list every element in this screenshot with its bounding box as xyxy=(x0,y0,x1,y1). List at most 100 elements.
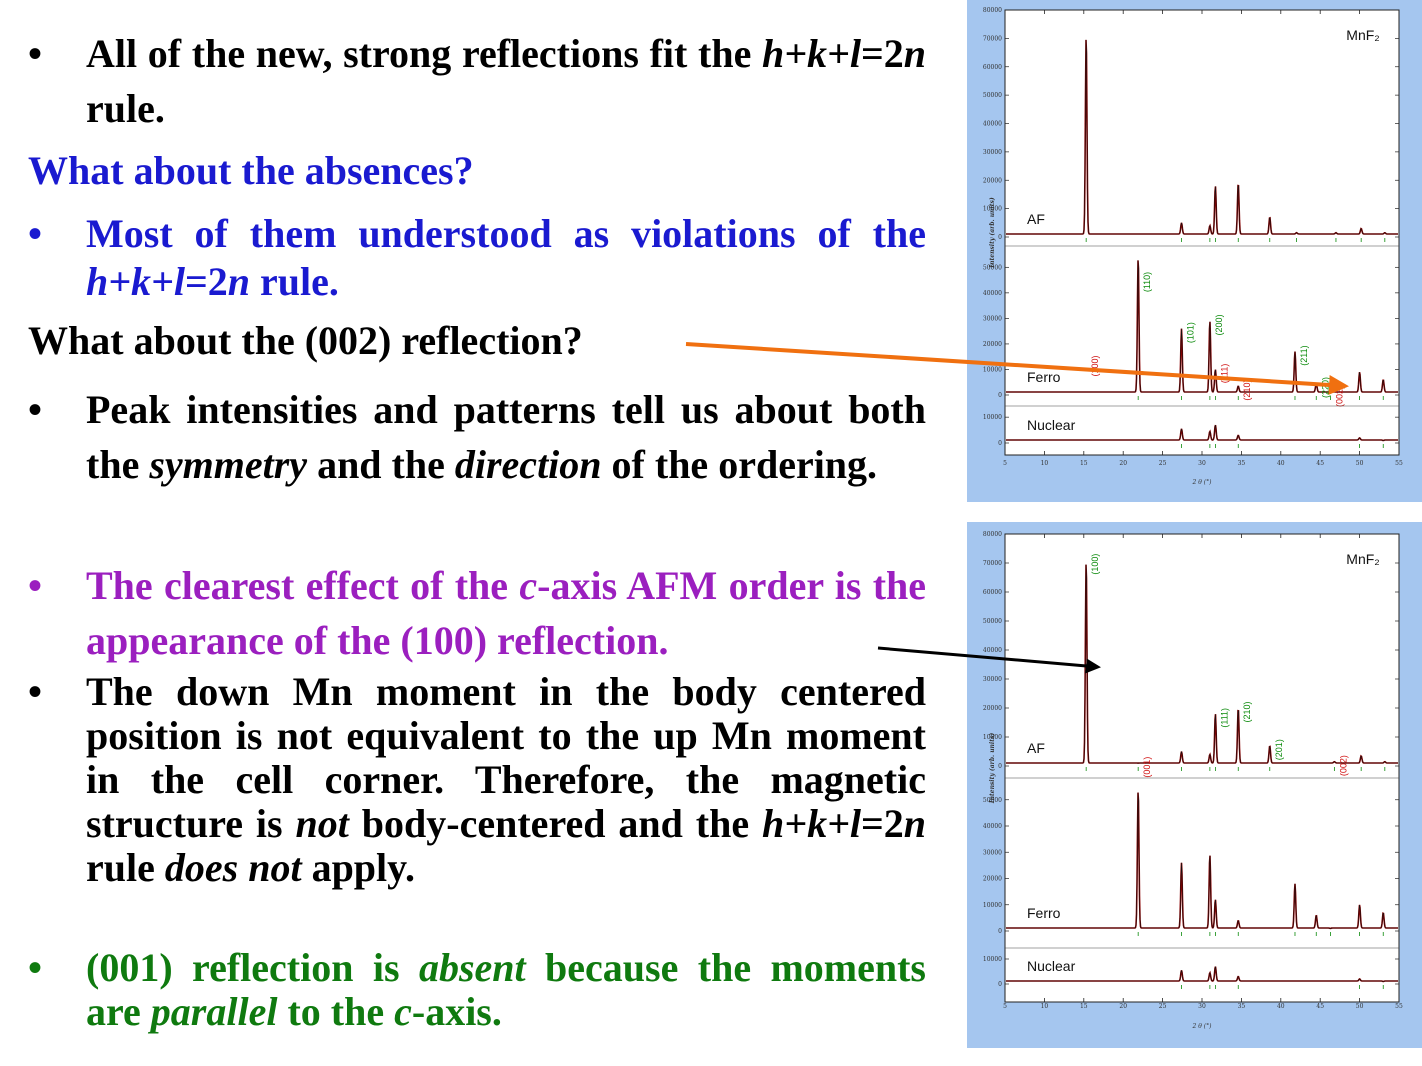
y-tick-label: 0 xyxy=(998,234,1002,241)
y-tick-label: 10000 xyxy=(983,734,1002,741)
bullet-1: • All of the new, strong reflections fit… xyxy=(28,26,926,136)
x-tick-label: 50 xyxy=(1356,460,1364,467)
y-tick-label: 10000 xyxy=(983,902,1002,909)
y-tick-label: 80000 xyxy=(983,7,1002,14)
bullet-glyph: • xyxy=(28,387,43,432)
bullet-6-text: (001) reflection is absent because the m… xyxy=(86,945,927,1034)
x-tick-label: 45 xyxy=(1316,460,1324,467)
y-tick-label: 60000 xyxy=(983,64,1002,71)
question-002: What about the (002) reflection? xyxy=(28,318,583,363)
panel-label-nuclear: Nuclear xyxy=(1027,958,1076,974)
x-tick-label: 10 xyxy=(1041,1003,1049,1010)
x-tick-label: 40 xyxy=(1277,1003,1285,1010)
obs-profile-nuclear xyxy=(1006,966,1398,982)
x-tick-label: 20 xyxy=(1119,460,1127,467)
plot-area xyxy=(1004,533,1400,1003)
panel-label-ferro: Ferro xyxy=(1027,905,1061,921)
y-tick-label: 20000 xyxy=(983,341,1002,348)
panel-label-af: AF xyxy=(1027,211,1045,227)
panel-label-nuclear: Nuclear xyxy=(1027,417,1076,433)
obs-profile-nuclear xyxy=(1006,425,1398,441)
hkl-label: (001) xyxy=(1142,757,1152,778)
x-tick-label: 5 xyxy=(1003,1003,1007,1010)
y-tick-label: 50000 xyxy=(983,797,1002,804)
y-tick-label: 80000 xyxy=(983,531,1002,538)
x-tick-label: 30 xyxy=(1198,1003,1206,1010)
obs-profile-af xyxy=(1006,39,1398,235)
x-tick-label: 10 xyxy=(1041,460,1049,467)
x-tick-label: 45 xyxy=(1316,1003,1324,1010)
y-tick-label: 60000 xyxy=(983,589,1002,596)
y-tick-label: 0 xyxy=(998,763,1002,770)
bullet-glyph: • xyxy=(28,211,43,256)
x-tick-label: 40 xyxy=(1277,460,1285,467)
x-tick-label: 15 xyxy=(1080,460,1088,467)
y-tick-label: 30000 xyxy=(983,676,1002,683)
y-tick-label: 70000 xyxy=(983,35,1002,42)
hkl-label: (002) xyxy=(1338,755,1348,776)
y-tick-label: 10000 xyxy=(983,414,1002,421)
bullet-glyph: • xyxy=(28,31,43,76)
obs-profile-af xyxy=(1006,564,1398,764)
panel-label-af: AF xyxy=(1027,740,1045,756)
x-axis-label: 2 θ (°) xyxy=(1192,479,1213,486)
obs-profile-ferro xyxy=(1006,792,1398,929)
y-tick-label: 0 xyxy=(998,981,1002,988)
y-tick-label: 30000 xyxy=(983,315,1002,322)
chart-title: MnF₂ xyxy=(1346,27,1379,43)
y-axis-label: Intensity (arb. units) xyxy=(989,733,996,805)
y-tick-label: 30000 xyxy=(983,849,1002,856)
y-tick-label: 30000 xyxy=(983,149,1002,156)
question-absences: What about the absences? xyxy=(28,148,474,193)
y-tick-label: 20000 xyxy=(983,705,1002,712)
x-tick-label: 35 xyxy=(1238,460,1246,467)
hkl-label: (211) xyxy=(1299,345,1309,365)
y-tick-label: 40000 xyxy=(983,290,1002,297)
y-tick-label: 40000 xyxy=(983,647,1002,654)
y-tick-label: 20000 xyxy=(983,177,1002,184)
y-tick-label: 10000 xyxy=(983,956,1002,963)
x-tick-label: 50 xyxy=(1356,1003,1364,1010)
x-tick-label: 15 xyxy=(1080,1003,1088,1010)
hkl-label: (100) xyxy=(1090,554,1100,575)
y-tick-label: 0 xyxy=(998,928,1002,935)
bullet-glyph: • xyxy=(28,563,43,608)
x-tick-label: 35 xyxy=(1238,1003,1246,1010)
bullet-4-text: The clearest effect of the c-axis AFM or… xyxy=(86,563,927,663)
hkl-label: (201) xyxy=(1274,739,1284,760)
panel-label-ferro: Ferro xyxy=(1027,369,1061,385)
chart-panel-top: 5 10 15 20 25 30 35 40 45 50 55 2 θ (°) Intensity (a… xyxy=(967,0,1422,502)
x-tick-label: 55 xyxy=(1395,460,1403,467)
hkl-label: (111) xyxy=(1219,364,1229,384)
hkl-label: (220) xyxy=(1320,377,1330,398)
bullet-glyph: • xyxy=(28,945,43,990)
y-tick-label: 0 xyxy=(998,440,1002,447)
hkl-label: (100) xyxy=(1090,355,1100,376)
y-tick-label: 70000 xyxy=(983,560,1002,567)
hkl-label: (111) xyxy=(1219,708,1229,728)
y-tick-label: 50000 xyxy=(983,264,1002,271)
y-tick-label: 40000 xyxy=(983,121,1002,128)
bullet-glyph: • xyxy=(28,669,43,714)
y-tick-label: 20000 xyxy=(983,876,1002,883)
y-tick-label: 10000 xyxy=(983,206,1002,213)
x-tick-label: 30 xyxy=(1198,460,1206,467)
mnf2-diffraction-chart-bottom: 5 10 15 20 25 30 35 40 45 50 55 2 θ (°) Intensity (a… xyxy=(983,531,1403,1030)
x-tick-label: 20 xyxy=(1119,1003,1127,1010)
bullet-1-text: All of the new, strong reflections fit t… xyxy=(86,31,926,131)
chart-title: MnF₂ xyxy=(1346,551,1379,567)
x-tick-label: 55 xyxy=(1395,1003,1403,1010)
y-tick-label: 40000 xyxy=(983,823,1002,830)
hkl-label: (101) xyxy=(1186,322,1196,343)
bullet-2-text: Most of them understood as violations of… xyxy=(86,211,926,304)
bullet-5-text: The down Mn moment in the body centered … xyxy=(86,669,927,890)
hkl-label: (200) xyxy=(1214,314,1224,335)
hkl-label: (210) xyxy=(1242,380,1252,401)
x-axis-label: 2 θ (°) xyxy=(1192,1023,1213,1030)
x-tick-label: 25 xyxy=(1159,460,1167,467)
hkl-label: (002) xyxy=(1334,386,1344,407)
hkl-label: (110) xyxy=(1142,272,1152,292)
y-tick-label: 0 xyxy=(998,392,1002,399)
y-axis-label: Intensity (arb. units) xyxy=(989,197,996,269)
chart-panel-bottom: 5 10 15 20 25 30 35 40 45 50 55 2 θ (°) Intensity (a… xyxy=(967,522,1422,1048)
